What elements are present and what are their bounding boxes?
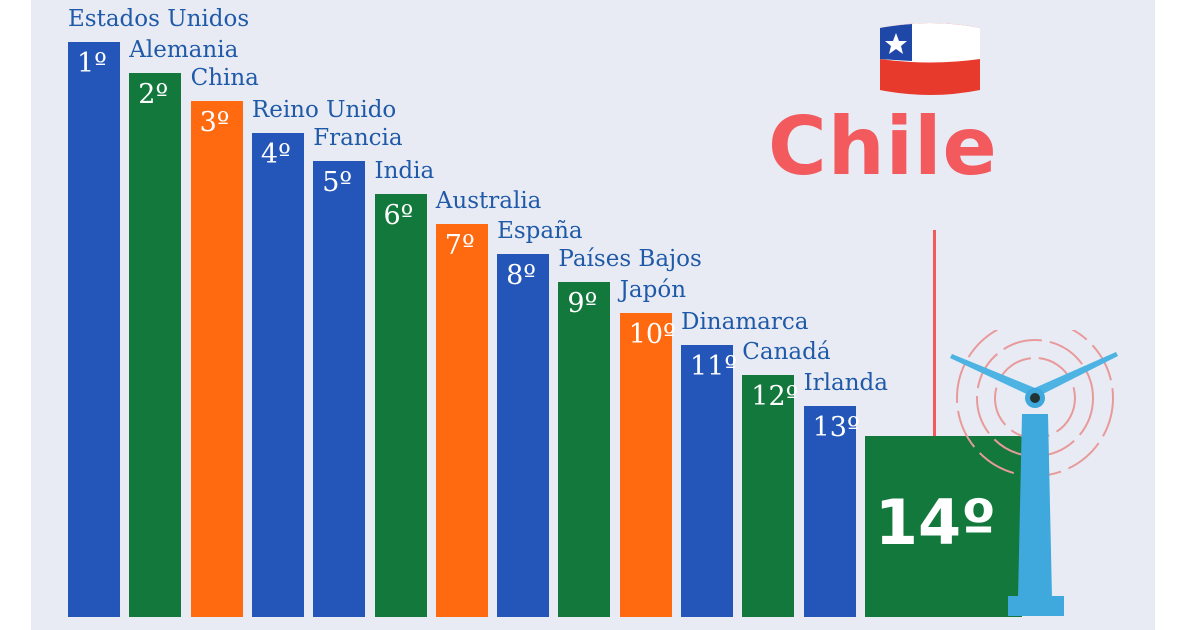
category-label: Estados Unidos	[68, 6, 250, 32]
rank-label: 10º	[628, 319, 676, 350]
rank-label: 14º	[874, 486, 997, 559]
category-label: Francia	[313, 125, 403, 151]
bar: 11º	[681, 345, 737, 617]
category-label: Países Bajos	[558, 246, 702, 272]
category-label: Australia	[435, 188, 542, 214]
bar: 9º	[558, 282, 611, 617]
bar: 6º	[374, 194, 427, 617]
category-label: India	[374, 158, 435, 184]
bar: 2º	[129, 73, 182, 617]
rank-label: 8º	[506, 260, 536, 291]
chile-flag-icon	[880, 23, 980, 95]
category-label: España	[497, 218, 583, 244]
rank-label: 6º	[383, 200, 414, 231]
bar: 7º	[435, 224, 488, 617]
bar: 4º	[251, 133, 304, 617]
category-label: Canadá	[742, 339, 831, 365]
bar: 5º	[313, 161, 366, 617]
rank-label: 9º	[567, 288, 598, 319]
rank-label: 2º	[138, 79, 169, 110]
category-label: Dinamarca	[681, 309, 809, 335]
bar: 13º	[803, 406, 860, 617]
rank-label: 13º	[812, 412, 860, 443]
bar: 1º	[68, 42, 120, 617]
category-label: Alemania	[129, 37, 239, 63]
bar-chile: 14º	[864, 436, 1022, 617]
rank-label: 12º	[751, 381, 799, 412]
rank-label: 1º	[77, 48, 107, 79]
wind-turbine-icon	[950, 330, 1118, 616]
category-label: Irlanda	[803, 370, 888, 396]
bar: 3º	[190, 101, 243, 617]
chart-title: Chile	[768, 100, 998, 193]
category-label: Japón	[619, 277, 687, 303]
bar: 10º	[619, 313, 676, 617]
pointer-line	[933, 230, 936, 436]
rank-label: 7º	[444, 230, 475, 261]
rank-label: 3º	[199, 107, 230, 138]
rank-label: 11º	[690, 351, 738, 382]
category-label: China	[190, 65, 259, 91]
category-label: Reino Unido	[251, 97, 397, 123]
rank-label: 5º	[322, 167, 353, 198]
bar: 12º	[742, 375, 798, 617]
rank-label: 4º	[260, 139, 291, 170]
bar: 8º	[497, 254, 550, 617]
